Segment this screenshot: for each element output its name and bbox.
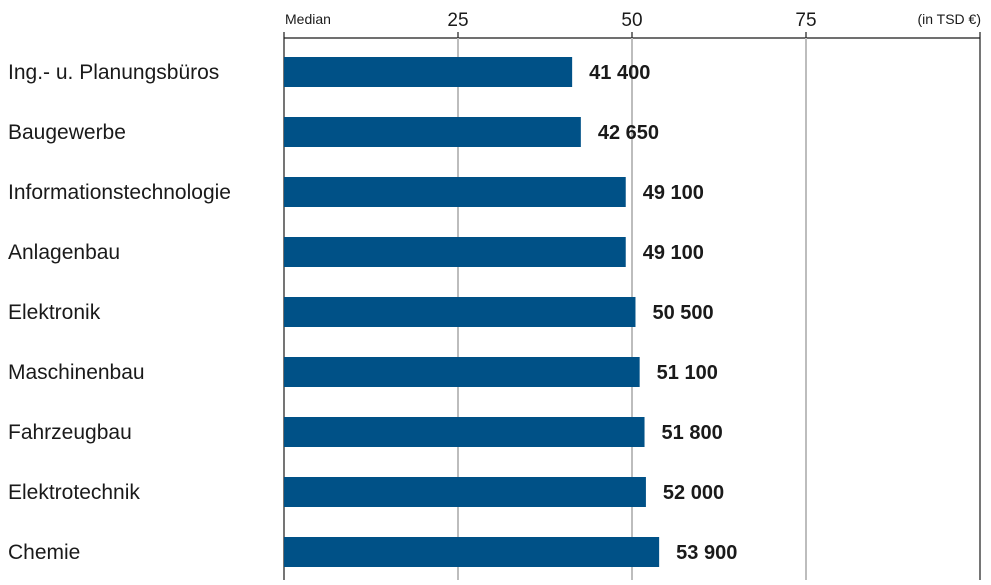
category-label: Baugewerbe bbox=[8, 121, 126, 144]
bar bbox=[284, 357, 640, 387]
tick-label-25: 25 bbox=[447, 10, 468, 31]
bar bbox=[284, 297, 635, 327]
tick-label-75: 75 bbox=[795, 10, 816, 31]
bar bbox=[284, 57, 572, 87]
value-label: 51 100 bbox=[657, 362, 718, 384]
value-label: 53 900 bbox=[676, 542, 737, 564]
value-label: 51 800 bbox=[662, 422, 723, 444]
bar bbox=[284, 117, 581, 147]
bar bbox=[284, 417, 645, 447]
axis-label-median: Median bbox=[285, 11, 331, 27]
bar bbox=[284, 237, 626, 267]
unit-label: (in TSD €) bbox=[917, 11, 981, 27]
value-label: 42 650 bbox=[598, 122, 659, 144]
value-label: 49 100 bbox=[643, 182, 704, 204]
category-label: Ing.- u. Planungsbüros bbox=[8, 61, 219, 84]
value-label: 52 000 bbox=[663, 482, 724, 504]
bar bbox=[284, 177, 626, 207]
tick-label-50: 50 bbox=[621, 10, 642, 31]
value-label: 50 500 bbox=[652, 302, 713, 324]
category-label: Elektronik bbox=[8, 301, 101, 324]
category-label: Chemie bbox=[8, 541, 80, 564]
category-label: Maschinenbau bbox=[8, 361, 145, 384]
bar bbox=[284, 537, 659, 567]
bar bbox=[284, 477, 646, 507]
category-label: Elektrotechnik bbox=[8, 481, 140, 504]
value-label: 41 400 bbox=[589, 62, 650, 84]
value-label: 49 100 bbox=[643, 242, 704, 264]
category-label: Fahrzeugbau bbox=[8, 421, 132, 444]
category-label: Anlagenbau bbox=[8, 241, 120, 264]
category-label: Informationstechnologie bbox=[8, 181, 231, 204]
